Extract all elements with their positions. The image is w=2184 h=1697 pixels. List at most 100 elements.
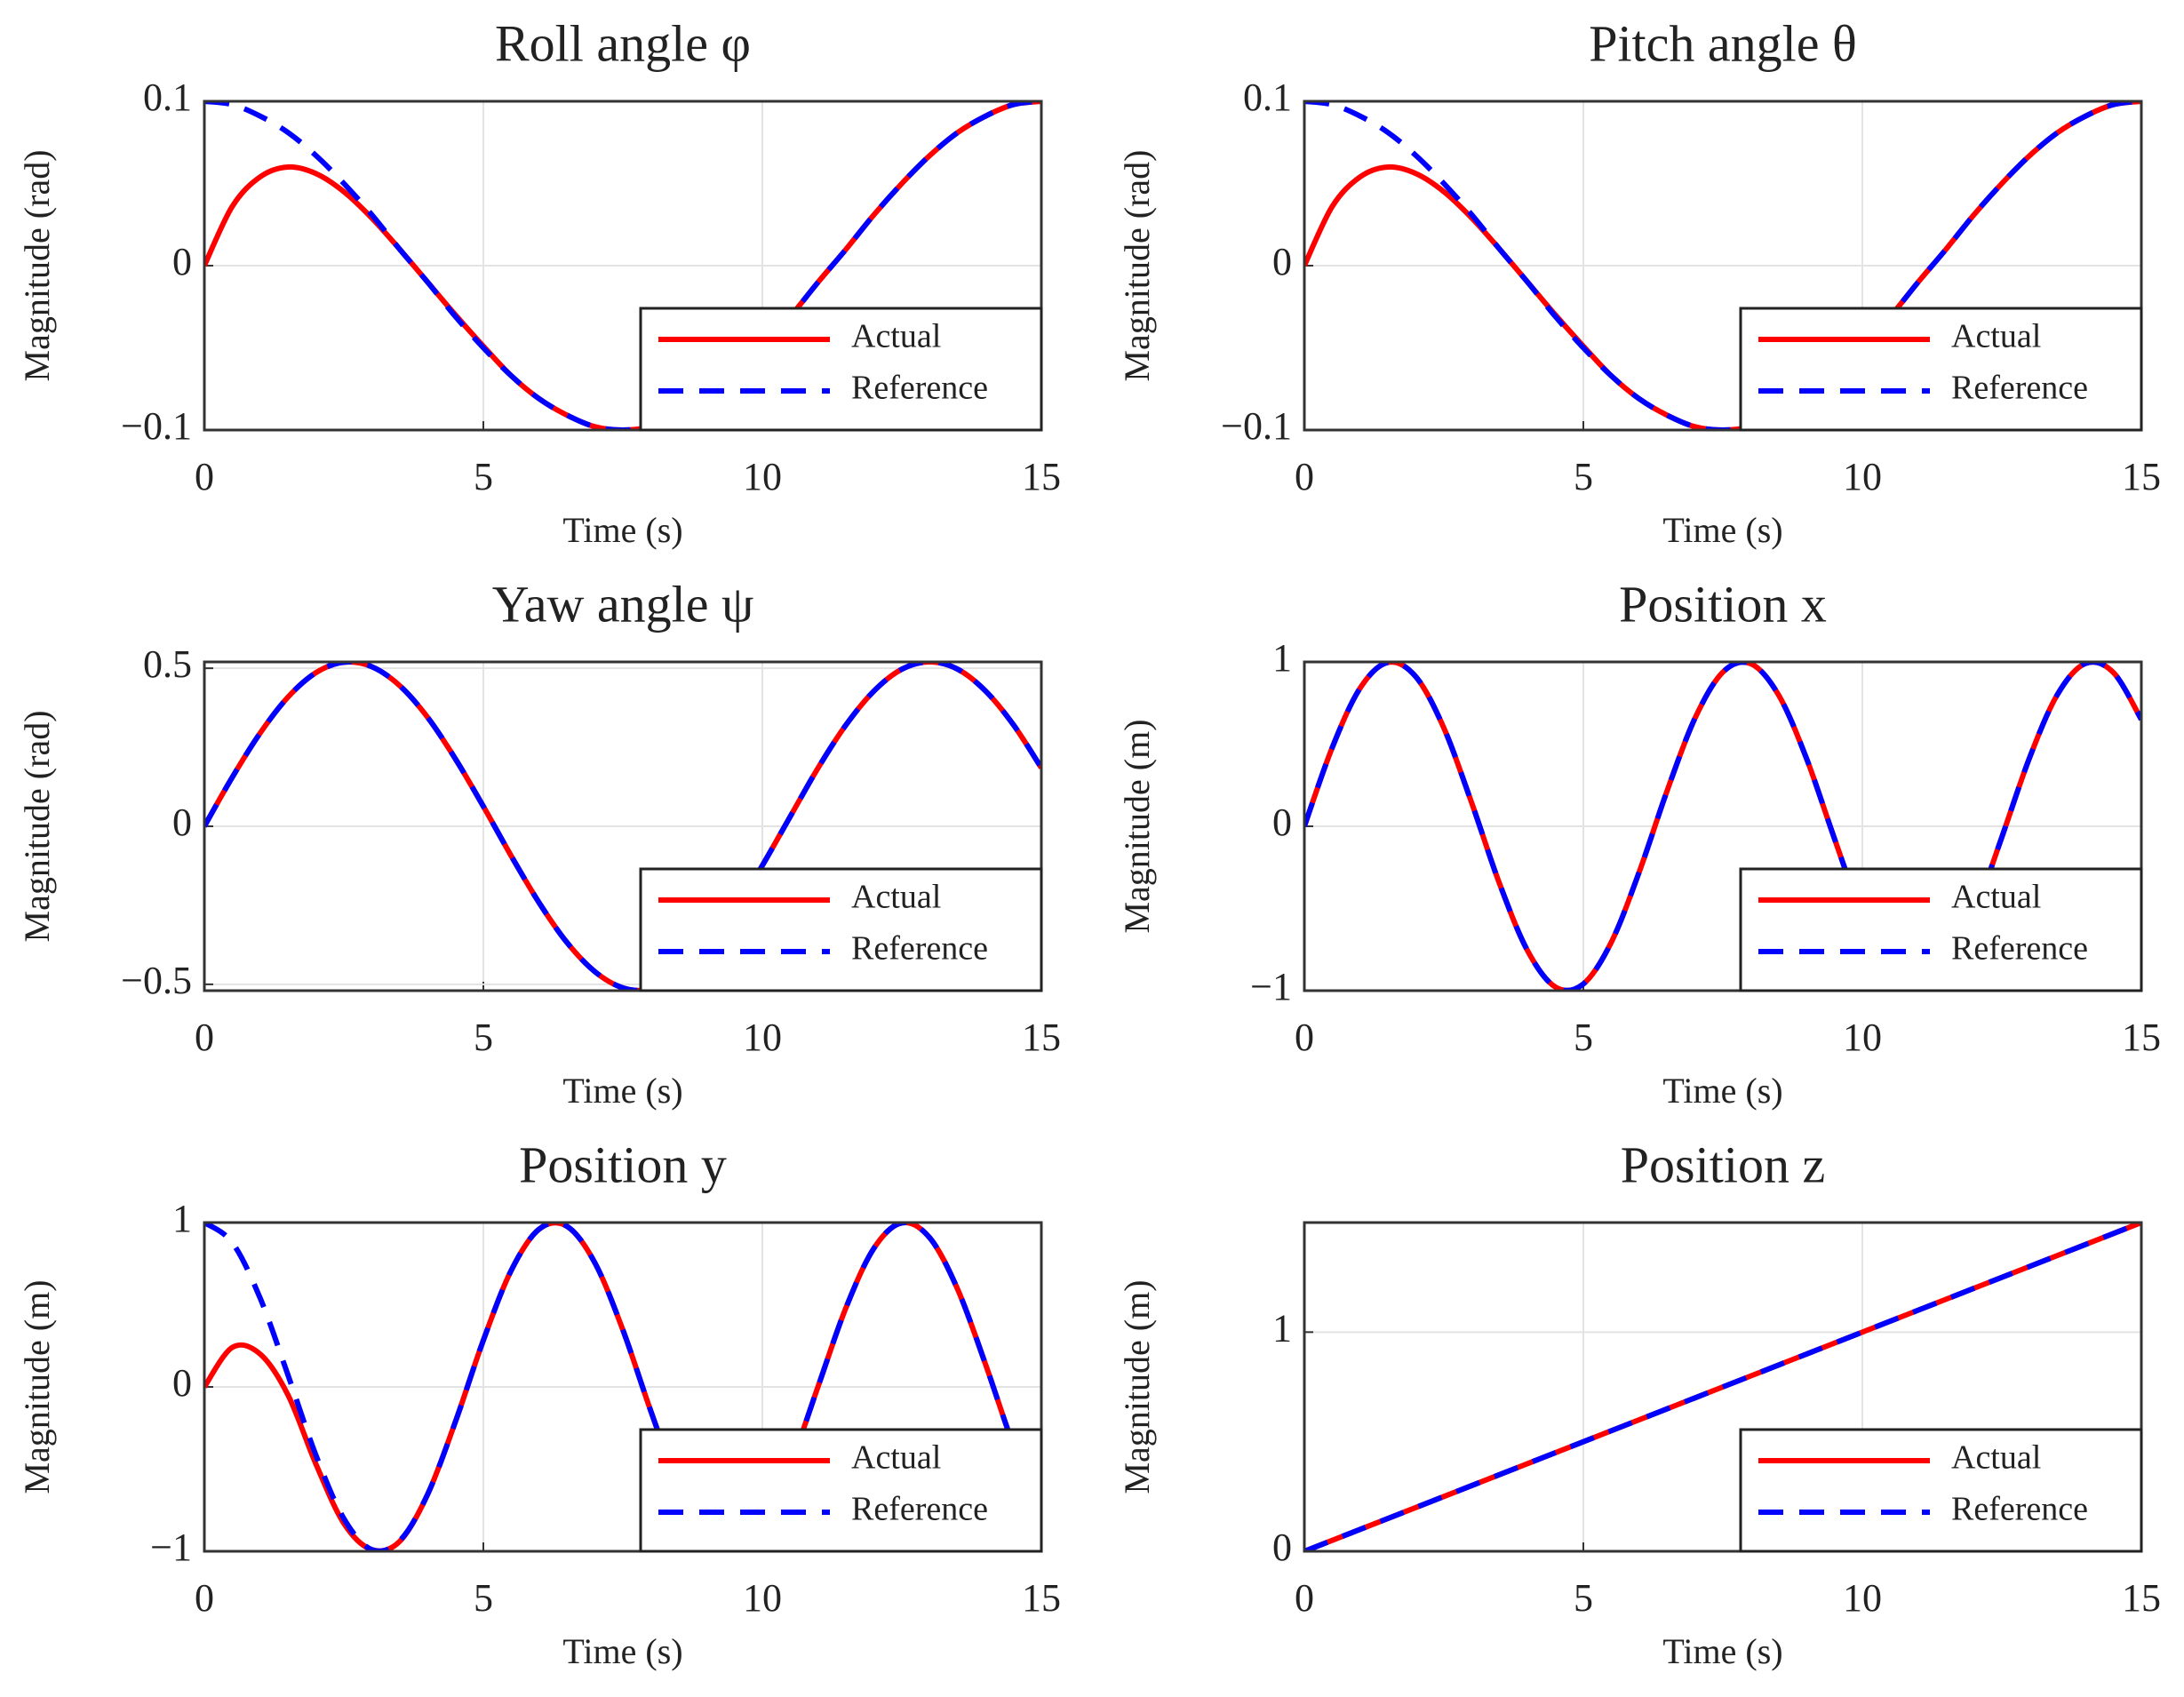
legend-label: Actual [1951, 879, 2041, 916]
legend-box [639, 867, 1043, 992]
x-tick-label: 0 [195, 1016, 214, 1059]
y-tick-label: −1 [1250, 965, 1292, 1008]
y-axis-label: Magnitude (rad) [1117, 149, 1157, 381]
legend: Actual Reference [1739, 307, 2143, 432]
axes-frame [1303, 100, 2143, 432]
x-tick-label: 15 [2122, 455, 2161, 498]
axes-frame [203, 660, 1043, 992]
x-tick-label: 0 [1295, 455, 1314, 498]
x-tick-label: 10 [1843, 1576, 1882, 1620]
x-tick-label: 0 [1295, 1016, 1314, 1059]
x-axis-label: Time (s) [1662, 1631, 1782, 1671]
y-tick-label: −0.1 [121, 404, 192, 448]
subplot: Yaw angle ψ Time (s) Magnitude (rad) 0 5 10 15… [17, 575, 1061, 1111]
chart-title: Yaw angle ψ [492, 575, 754, 633]
x-axis-label: Time (s) [562, 1071, 682, 1111]
axes-frame [203, 1221, 1043, 1553]
x-tick-label: 15 [2122, 1016, 2161, 1059]
legend-label: Reference [851, 1491, 988, 1528]
x-axis-label: Time (s) [562, 1631, 682, 1671]
legend-box [639, 1428, 1043, 1553]
legend-label: Reference [1951, 930, 2088, 968]
x-tick-label: 15 [1022, 455, 1061, 498]
axes-frame [1303, 1221, 2143, 1553]
legend-label: Actual [851, 318, 941, 355]
chart-title: Pitch angle θ [1589, 14, 1857, 72]
legend-label: Reference [1951, 1491, 2088, 1528]
x-tick-label: 5 [474, 1016, 493, 1059]
y-tick-label: 1 [1272, 1306, 1292, 1350]
lines [1304, 1223, 2141, 1551]
y-tick-label: 1 [172, 1197, 192, 1240]
x-tick-label: 15 [2122, 1576, 2161, 1620]
y-tick-label: 0.1 [1243, 76, 1292, 119]
legend-label: Reference [1951, 370, 2088, 407]
legend-label: Actual [1951, 318, 2041, 355]
series-line [1304, 101, 2141, 430]
y-tick-label: 0 [1272, 801, 1292, 844]
x-axis-label: Time (s) [1662, 1071, 1782, 1111]
x-tick-label: 5 [1574, 1016, 1593, 1059]
legend: Actual Reference [1739, 1428, 2143, 1553]
legend-label: Actual [1951, 1439, 2041, 1477]
y-tick-label: 0.1 [143, 76, 192, 119]
legend-box [639, 307, 1043, 432]
y-tick-label: 0 [172, 240, 192, 283]
x-tick-label: 15 [1022, 1576, 1061, 1620]
y-tick-label: 0 [1272, 240, 1292, 283]
y-axis-label: Magnitude (rad) [17, 149, 57, 381]
series-line [1304, 1223, 2141, 1551]
x-tick-label: 0 [195, 1576, 214, 1620]
x-axis-label: Time (s) [562, 510, 682, 550]
y-tick-label: 0 [172, 1361, 192, 1405]
x-axis-label: Time (s) [1662, 510, 1782, 550]
legend-label: Actual [851, 1439, 941, 1477]
x-tick-label: 10 [743, 455, 782, 498]
axes-frame [203, 100, 1043, 432]
y-tick-label: 0.5 [143, 642, 192, 686]
axes-frame [1303, 660, 2143, 992]
legend-label: Reference [851, 370, 988, 407]
x-tick-label: 10 [743, 1576, 782, 1620]
legend-box [1739, 1428, 2143, 1553]
x-tick-label: 15 [1022, 1016, 1061, 1059]
y-axis-label: Magnitude (m) [1117, 719, 1157, 933]
chart-title: Position x [1619, 575, 1827, 633]
legend: Actual Reference [639, 1428, 1043, 1553]
chart-title: Roll angle φ [495, 14, 751, 72]
x-tick-label: 10 [1843, 1016, 1882, 1059]
y-tick-label: −0.5 [121, 959, 192, 1002]
subplot: Position z Time (s) Magnitude (m) 0 5 10 15 0 1 A… [1117, 1135, 2161, 1671]
subplot: Roll angle φ Time (s) Magnitude (rad) 0 5 10 1… [17, 14, 1061, 550]
x-tick-label: 10 [743, 1016, 782, 1059]
legend: Actual Reference [1739, 867, 2143, 992]
legend-label: Reference [851, 930, 988, 968]
y-tick-label: 1 [1272, 636, 1292, 680]
legend-box [1739, 867, 2143, 992]
x-tick-label: 10 [1843, 455, 1882, 498]
series-line [1304, 662, 2141, 991]
y-axis-label: Magnitude (m) [1117, 1279, 1157, 1494]
subplot: Pitch angle θ Time (s) Magnitude (rad) 0 5 10… [1117, 14, 2161, 550]
y-tick-label: −1 [150, 1526, 192, 1569]
x-tick-label: 0 [195, 455, 214, 498]
y-tick-label: 0 [172, 801, 192, 844]
legend: Actual Reference [639, 867, 1043, 992]
x-tick-label: 5 [474, 1576, 493, 1620]
x-tick-label: 5 [1574, 455, 1593, 498]
series-line [204, 101, 1041, 430]
y-axis-label: Magnitude (m) [17, 1279, 57, 1494]
chart-title: Position z [1621, 1135, 1825, 1193]
x-tick-label: 0 [1295, 1576, 1314, 1620]
y-axis-label: Magnitude (rad) [17, 710, 57, 942]
legend-label: Actual [851, 879, 941, 916]
x-tick-label: 5 [1574, 1576, 1593, 1620]
x-tick-label: 5 [474, 455, 493, 498]
y-tick-label: 0 [1272, 1526, 1292, 1569]
chart-title: Position y [519, 1135, 727, 1193]
y-tick-label: −0.1 [1221, 404, 1292, 448]
legend: Actual Reference [639, 307, 1043, 432]
